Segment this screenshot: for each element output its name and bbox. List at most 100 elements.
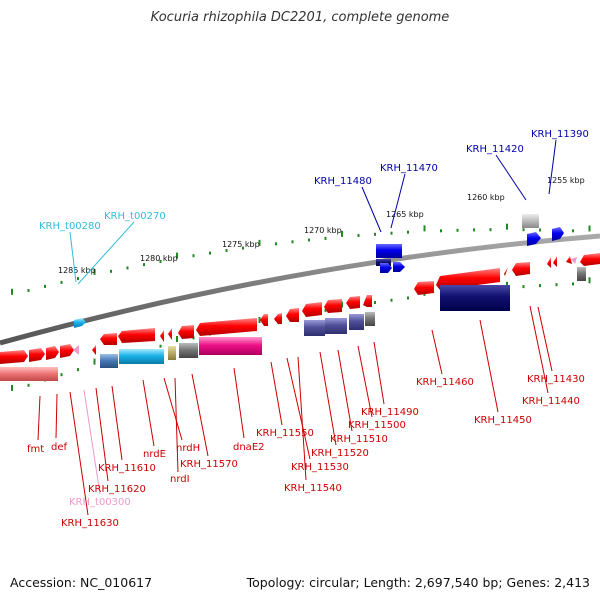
scale-label-1255: 1255 kbp <box>547 176 585 185</box>
minor-tick <box>390 231 393 235</box>
gene-block <box>325 318 347 334</box>
gene-arrow <box>196 318 257 336</box>
gene-block <box>304 320 325 336</box>
leader-line <box>83 389 101 495</box>
gene-label-dnae2: dnaE2 <box>233 442 265 453</box>
leader-line <box>77 221 135 285</box>
gene-label-def: def <box>51 442 68 453</box>
topology-text: Topology: circular; Length: 2,697,540 bp… <box>246 575 590 590</box>
scale-label-1280: 1280 kbp <box>140 254 178 263</box>
minor-tick <box>374 301 376 304</box>
minor-tick <box>539 228 541 232</box>
gene-arrow <box>380 263 392 273</box>
minor-tick <box>555 283 558 287</box>
gene-label-krh-11620: KRH_11620 <box>88 484 146 495</box>
minor-tick <box>60 280 63 284</box>
gene-arrow <box>512 262 530 276</box>
minor-tick <box>192 254 195 258</box>
gene-arrow <box>553 256 557 267</box>
leader-line <box>390 173 406 229</box>
leader-line <box>537 306 553 372</box>
gene-block <box>0 367 58 381</box>
gene-arrow <box>363 295 372 307</box>
lower-gene-labels: fmt def KRH_11610 KRH_11620 KRH_t00300 K… <box>27 374 585 529</box>
minor-tick <box>324 308 327 312</box>
minor-tick <box>60 373 63 377</box>
gene-arrow <box>178 325 194 339</box>
gene-block <box>365 312 375 326</box>
minor-tick <box>291 240 294 244</box>
gene-arrow <box>60 344 74 358</box>
gene-label-krh-t00270: KRH_t00270 <box>104 211 166 222</box>
major-tick <box>588 225 591 232</box>
major-tick <box>93 358 96 365</box>
gene-arrow <box>414 281 434 295</box>
gene-label-fmt: fmt <box>27 444 44 455</box>
scale-label-1275: 1275 kbp <box>222 240 260 249</box>
minor-tick <box>473 228 475 232</box>
lower-strand-row2 <box>0 267 586 381</box>
gene-arrow <box>566 256 572 264</box>
minor-tick <box>357 234 360 237</box>
gene-label-krh-11550: KRH_11550 <box>256 428 314 439</box>
leader-line <box>286 357 311 460</box>
gene-arrow <box>74 318 86 328</box>
minor-tick <box>522 285 525 289</box>
leader-line <box>163 377 183 441</box>
minor-tick <box>110 269 112 273</box>
gene-label-krh-11520: KRH_11520 <box>311 448 369 459</box>
major-tick <box>423 225 426 232</box>
major-tick <box>258 317 261 323</box>
leader-line <box>373 341 385 405</box>
major-tick <box>506 281 508 288</box>
minor-tick <box>159 344 162 348</box>
scale-label-1260: 1260 kbp <box>467 193 505 202</box>
gene-label-krh-11390: KRH_11390 <box>531 129 589 140</box>
leader-line <box>361 186 382 233</box>
major-tick <box>176 252 178 259</box>
lower-strand-row1 <box>0 253 600 364</box>
scale-label-1285: 1285 kbp <box>58 266 96 275</box>
leader-line <box>69 391 89 516</box>
leader-line <box>37 395 41 441</box>
gene-label-krh-11570: KRH_11570 <box>180 459 238 470</box>
gene-block <box>199 337 262 355</box>
leader-line <box>319 351 337 446</box>
minor-tick <box>407 230 409 234</box>
gene-arrow <box>0 350 28 364</box>
gene-arrow <box>286 308 299 322</box>
leader-line <box>95 387 109 482</box>
leader-line <box>233 367 245 439</box>
gene-arrow <box>46 346 59 360</box>
scale-ticks-outer <box>11 223 591 295</box>
gene-block <box>100 354 118 368</box>
minor-tick <box>77 277 79 281</box>
leader-line <box>55 393 58 439</box>
minor-tick <box>308 238 310 242</box>
gene-arrow <box>160 330 164 342</box>
gene-block <box>577 267 586 281</box>
gene-arrow <box>118 328 155 343</box>
minor-tick <box>456 228 459 232</box>
gene-arrow <box>302 302 322 317</box>
upper-strand-features <box>74 214 564 328</box>
gene-arrow <box>92 345 96 355</box>
minor-tick <box>27 289 30 292</box>
gene-block <box>522 214 539 228</box>
leader-line <box>337 349 353 432</box>
gene-label-krh-11430: KRH_11430 <box>527 374 585 385</box>
upper-gene-labels: KRH_t00280 KRH_t00270 KRH_11480 KRH_1147… <box>39 129 589 232</box>
gene-label-krh-11510: KRH_11510 <box>330 434 388 445</box>
gene-label-krh-11500: KRH_11500 <box>348 420 406 431</box>
gene-block <box>376 244 402 258</box>
gene-label-krh-11420: KRH_11420 <box>466 144 524 155</box>
gene-arrow <box>504 267 508 276</box>
gene-block <box>119 349 164 364</box>
leader-line <box>431 329 443 375</box>
minor-tick <box>572 229 574 233</box>
gene-label-nrdi: nrdI <box>170 474 190 485</box>
major-tick <box>11 288 13 295</box>
gene-arrow <box>274 313 282 324</box>
leader-line <box>191 373 209 457</box>
